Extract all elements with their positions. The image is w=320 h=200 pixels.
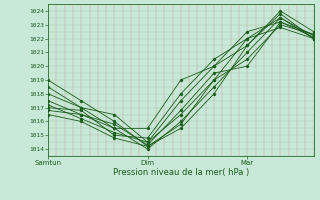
X-axis label: Pression niveau de la mer( hPa ): Pression niveau de la mer( hPa ) — [113, 168, 249, 177]
